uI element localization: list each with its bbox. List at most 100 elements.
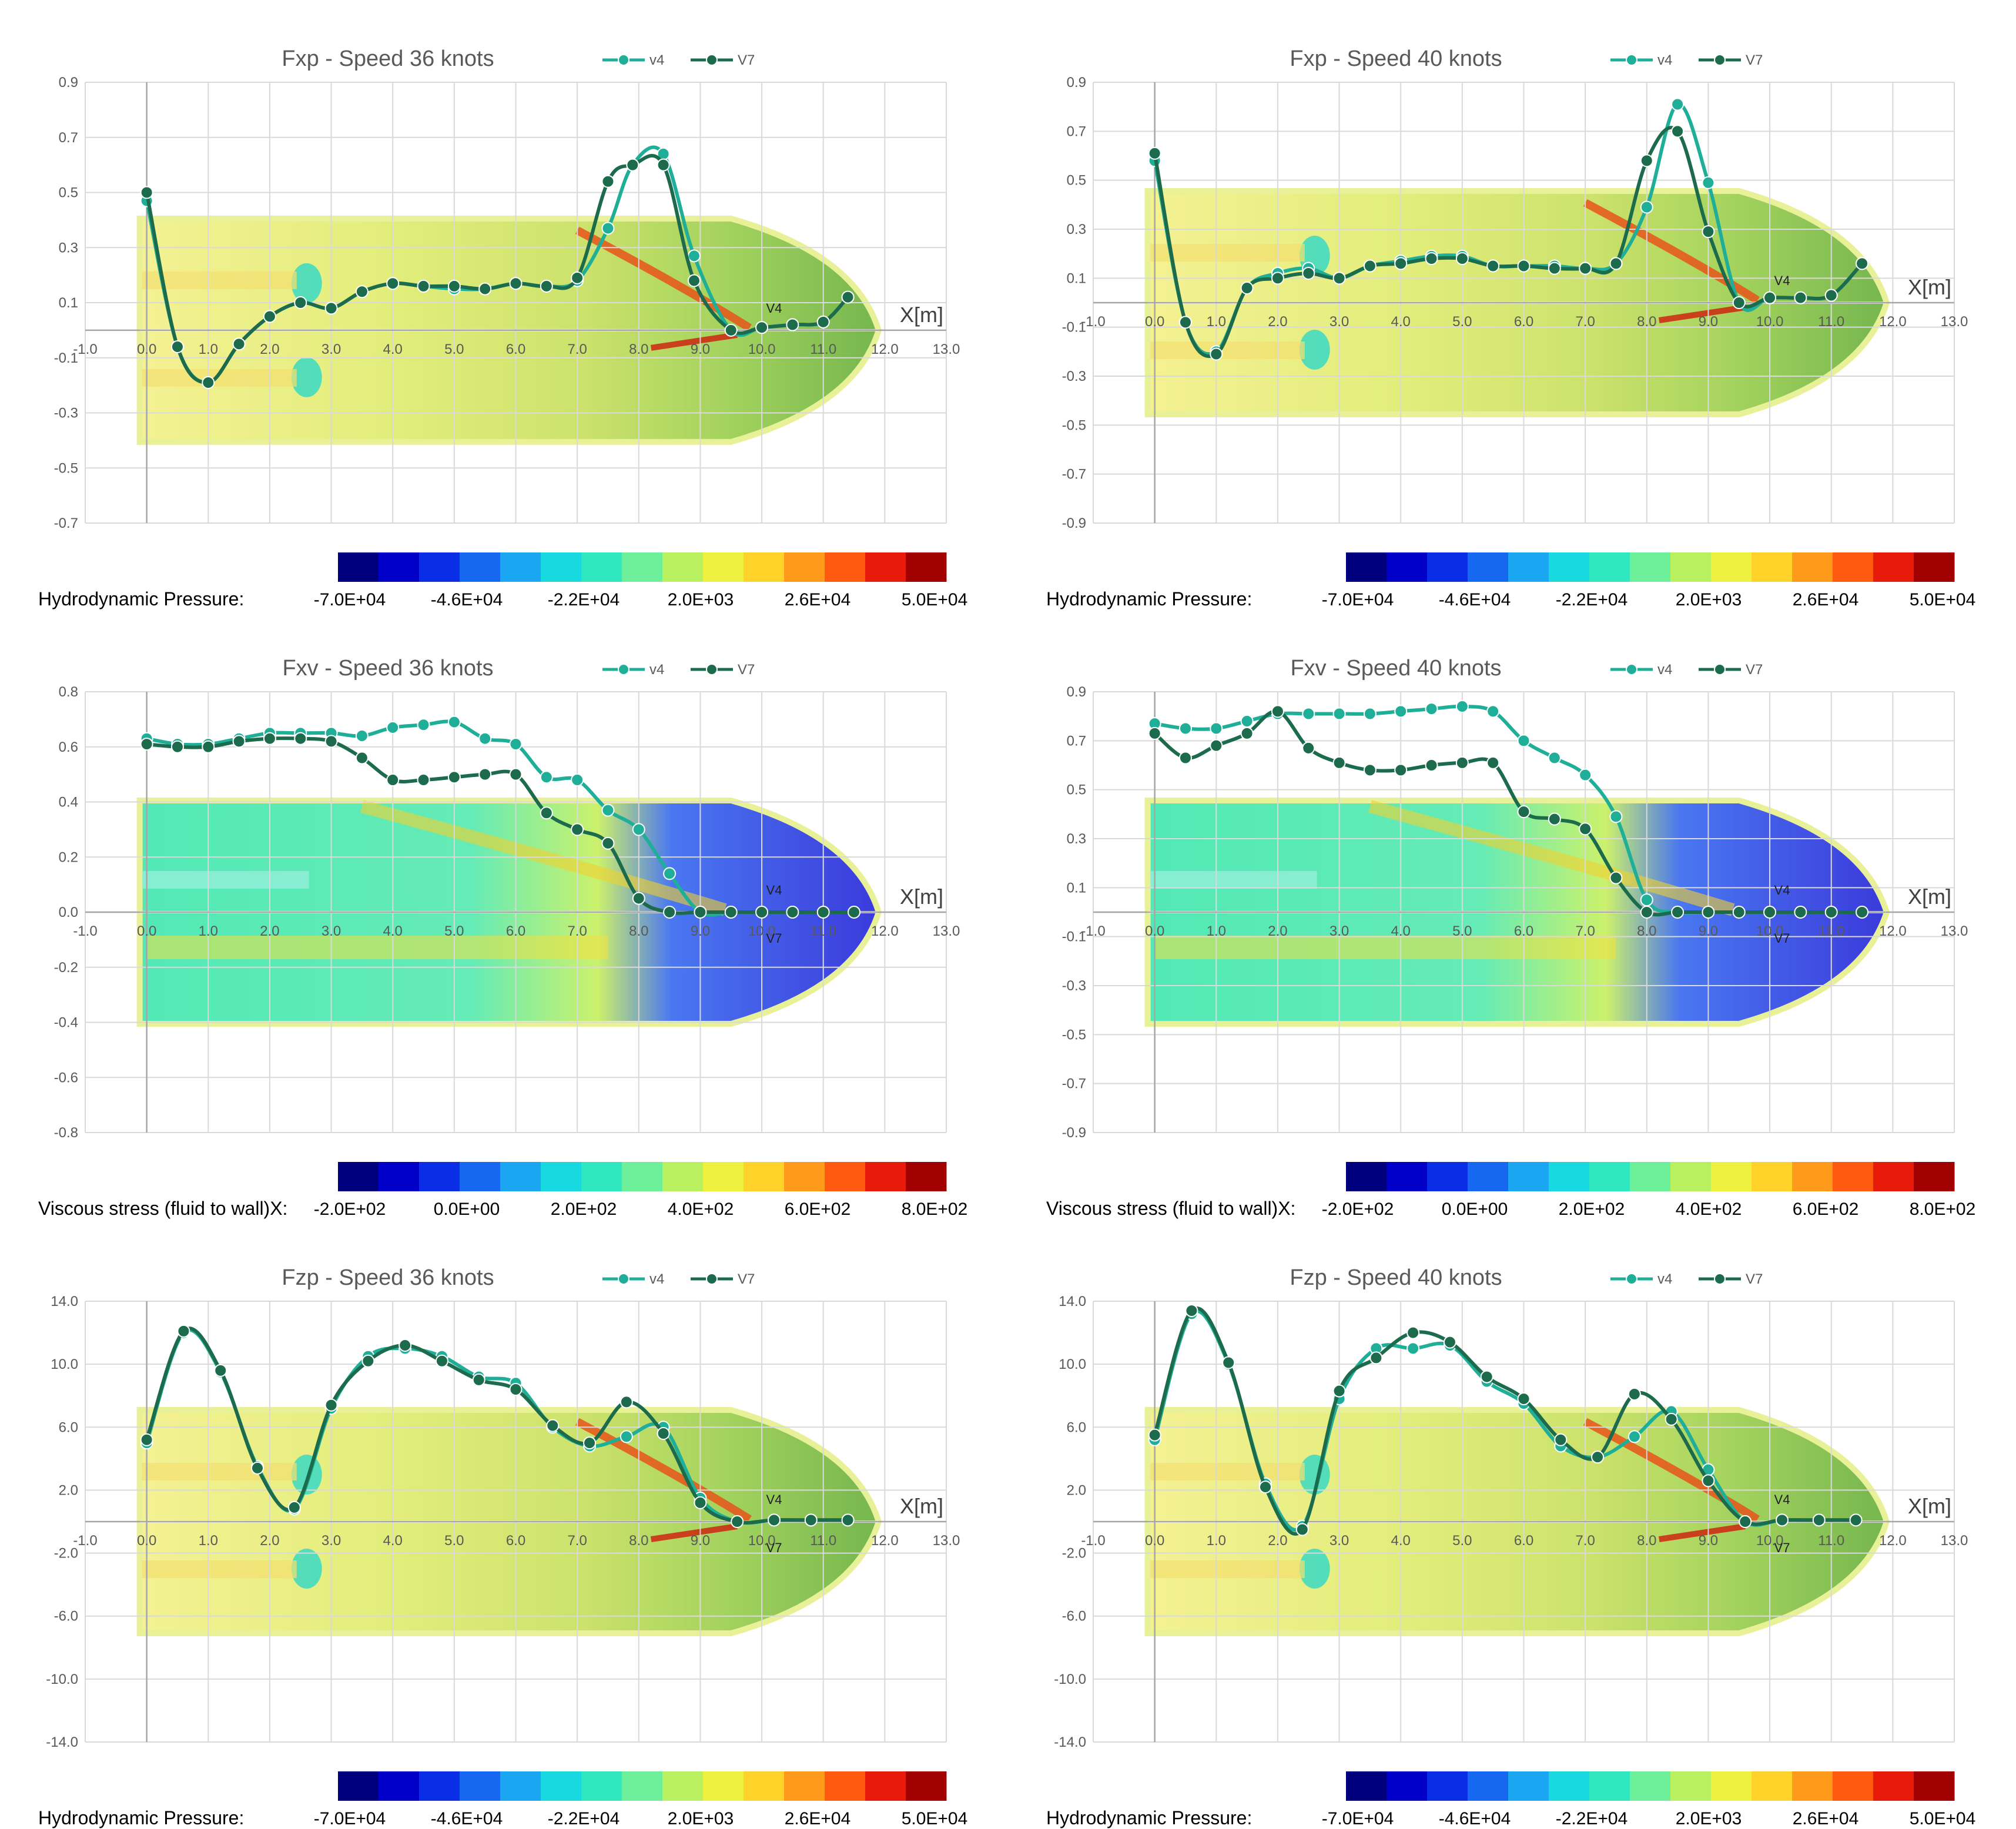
x-tick-label: 13.0 <box>933 923 960 939</box>
data-point <box>324 735 338 748</box>
y-tick-label: 0.9 <box>59 75 78 91</box>
chart-svg: 14.0 10.0 6.0 2.0 -2.0 -6.0 -10.0 -14.0 -1.0 0.0 1… <box>1046 1265 1976 1828</box>
x-tick-label: 6.0 <box>1514 923 1533 939</box>
colorbar-segment <box>1406 552 1428 582</box>
y-tick-label: 0.3 <box>1067 222 1086 237</box>
x-tick-label: 5.0 <box>1452 1533 1472 1549</box>
colorbar-segment <box>1752 552 1772 582</box>
station-label: V7 <box>766 931 782 946</box>
x-tick-label: 2.0 <box>1268 1533 1287 1549</box>
colorbar-segment <box>419 1771 440 1801</box>
colorbar-segment <box>1549 1162 1569 1191</box>
colorbar-segment <box>1711 552 1732 582</box>
colorbar <box>1346 1771 1955 1801</box>
data-point <box>1579 822 1592 836</box>
grid <box>85 1301 947 1743</box>
series-line-v7 <box>145 1326 848 1525</box>
series-v7 <box>140 1324 855 1528</box>
colorbar-segment <box>1853 552 1874 582</box>
colorbar-segment <box>784 1162 805 1191</box>
colorbar-segment <box>460 552 480 582</box>
chart-svg: 0.9 0.7 0.5 0.3 0.1 -0.1 -0.3 -0.5 -0.7 -1.0 0.0 1.… <box>38 46 967 609</box>
x-tick-label: 9.0 <box>1699 1533 1718 1549</box>
colorbar-segment <box>1366 1162 1387 1191</box>
data-point <box>1148 726 1161 740</box>
data-point <box>1856 257 1869 270</box>
colorbar-segment <box>622 1162 642 1191</box>
data-point <box>841 1513 855 1527</box>
x-tick-label: 3.0 <box>322 341 341 357</box>
x-tick-label: -1.0 <box>73 923 97 939</box>
y-tick-label: -2.0 <box>1062 1546 1086 1562</box>
data-point <box>417 773 430 786</box>
data-point <box>1240 715 1254 728</box>
colorbar-segment <box>723 552 744 582</box>
colorbar-segment <box>1549 552 1569 582</box>
colorbar-tick: -2.0E+02 <box>314 1200 386 1219</box>
colorbar-tick: 2.0E+03 <box>1676 590 1742 609</box>
colorbar-segment <box>1812 1162 1833 1191</box>
colorbar-segment <box>500 552 521 582</box>
x-tick-label: 12.0 <box>1879 314 1907 330</box>
data-point <box>1856 906 1869 919</box>
data-point <box>755 906 769 919</box>
colorbar-label: Viscous stress (fluid to wall)X: <box>1046 1198 1295 1219</box>
y-tick-label: 0.5 <box>1067 782 1086 798</box>
legend-label-v7: V7 <box>738 1271 755 1287</box>
colorbar-segment <box>1853 1162 1874 1191</box>
legend-marker-v7 <box>1714 1273 1726 1285</box>
x-tick-label: 9.0 <box>691 923 710 939</box>
colorbar-segment <box>865 1162 886 1191</box>
data-point <box>1295 1523 1309 1536</box>
x-tick-label: 13.0 <box>1941 1533 1968 1549</box>
colorbar-segment <box>581 1162 602 1191</box>
x-tick-label: 6.0 <box>1514 1533 1533 1549</box>
colorbar-segment <box>1569 1771 1590 1801</box>
data-point <box>232 337 246 351</box>
colorbar-segment <box>1833 1162 1853 1191</box>
colorbar-segment <box>1508 1771 1529 1801</box>
colorbar-segment <box>398 552 420 582</box>
y-tick-label: 0.3 <box>1067 831 1086 847</box>
station-label: V4 <box>766 883 782 897</box>
data-point <box>816 315 830 329</box>
data-point <box>626 158 639 172</box>
x-tick-label: 13.0 <box>1941 923 1968 939</box>
data-point <box>1702 176 1715 189</box>
colorbar-tick: 4.0E+02 <box>1676 1200 1742 1219</box>
data-point <box>1486 259 1500 273</box>
legend: v4 V7 <box>602 662 755 678</box>
colorbar-segment <box>926 1771 947 1801</box>
data-point <box>355 285 369 299</box>
colorbar <box>338 552 947 582</box>
x-tick-label: 2.0 <box>260 923 279 939</box>
colorbar-segment <box>1690 1771 1712 1801</box>
colorbar-segment <box>398 1162 420 1191</box>
data-point <box>848 906 861 919</box>
colorbar-segment <box>1771 552 1793 582</box>
chart-title: Fxv - Speed 40 knots <box>1290 656 1501 681</box>
data-point <box>601 175 615 188</box>
x-tick-label: 1.0 <box>1207 1533 1226 1549</box>
x-tick-label: 11.0 <box>810 923 836 939</box>
colorbar-tick: -2.0E+02 <box>1322 1200 1394 1219</box>
data-point <box>1394 705 1408 718</box>
data-point <box>398 1339 412 1352</box>
colorbar <box>338 1771 947 1801</box>
colorbar-tick: -2.2E+04 <box>1556 590 1628 609</box>
data-point <box>447 279 461 293</box>
x-tick-label: 3.0 <box>1330 923 1349 939</box>
station-label: V4 <box>766 301 782 316</box>
data-point <box>1702 906 1715 919</box>
station-label: V7 <box>1774 931 1790 946</box>
colorbar-segment <box>1893 1162 1914 1191</box>
station-label: V4 <box>1774 883 1790 897</box>
colorbar-segment <box>845 1162 866 1191</box>
data-point <box>386 277 400 290</box>
y-tick-label: 6.0 <box>1067 1419 1086 1435</box>
x-tick-label: 8.0 <box>629 341 648 357</box>
colorbar-tick: 2.0E+03 <box>668 590 734 609</box>
colorbar-segment <box>642 552 663 582</box>
colorbar-tick: 5.0E+04 <box>1910 1809 1976 1828</box>
colorbar-segment <box>1792 1162 1813 1191</box>
